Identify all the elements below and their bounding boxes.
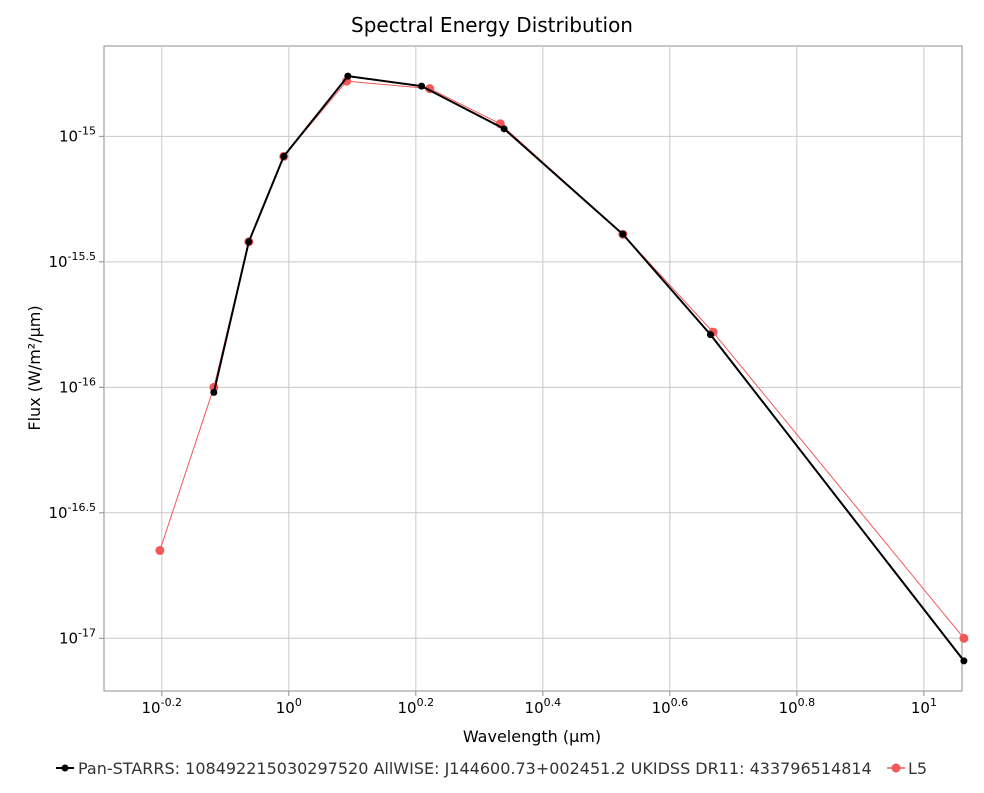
- x-tick-label: 100.6: [652, 696, 689, 717]
- legend-item-l5[interactable]: L5: [887, 759, 927, 778]
- data-point-pan-starrs[interactable]: [418, 82, 426, 90]
- x-tick-label: 100: [276, 696, 302, 717]
- legend-item-pan-starrs[interactable]: Pan-STARRS: 108492215030297520 AllWISE: …: [56, 759, 872, 778]
- data-point-pan-starrs[interactable]: [707, 331, 715, 339]
- y-tick-label: 10-16.5: [48, 501, 96, 522]
- x-axis-label: Wavelength (µm): [463, 727, 601, 746]
- data-point-l5[interactable]: [959, 633, 969, 643]
- y-tick-label: 10-16: [59, 375, 96, 396]
- x-tick-label: 100.8: [779, 696, 816, 717]
- x-tick-label: 100.2: [398, 696, 435, 717]
- y-axis-label: Flux (W/m²/µm): [25, 305, 44, 430]
- data-point-pan-starrs[interactable]: [960, 657, 968, 665]
- legend-label-pan-starrs: Pan-STARRS: 108492215030297520 AllWISE: …: [78, 759, 872, 778]
- data-point-pan-starrs[interactable]: [245, 238, 253, 246]
- plot-area: [103, 45, 963, 692]
- data-point-l5[interactable]: [155, 545, 165, 555]
- series-layer: [155, 72, 969, 665]
- y-axis: 10-15 10-15.5 10-16 10-16.5 10-17: [48, 124, 104, 647]
- data-point-pan-starrs[interactable]: [500, 125, 508, 133]
- y-tick-label: 10-15: [59, 124, 96, 145]
- data-point-pan-starrs[interactable]: [619, 230, 627, 238]
- x-tick-label: 10-0.2: [142, 696, 183, 717]
- data-point-pan-starrs[interactable]: [344, 72, 352, 80]
- x-tick-label: 100.4: [525, 696, 562, 717]
- data-point-pan-starrs[interactable]: [210, 388, 218, 396]
- y-tick-label: 10-17: [59, 626, 96, 647]
- data-point-pan-starrs[interactable]: [280, 152, 288, 160]
- x-tick-label: 101: [911, 696, 937, 717]
- y-tick-label: 10-15.5: [48, 250, 96, 271]
- x-axis: 10-0.2 100 100.2 100.4 100.6 100.8 101: [142, 691, 937, 717]
- grid: [104, 46, 962, 691]
- series-pan-starrs: [210, 72, 968, 665]
- chart-title: Spectral Energy Distribution: [351, 13, 633, 37]
- legend: Pan-STARRS: 108492215030297520 AllWISE: …: [56, 759, 927, 778]
- legend-label-l5: L5: [908, 759, 927, 778]
